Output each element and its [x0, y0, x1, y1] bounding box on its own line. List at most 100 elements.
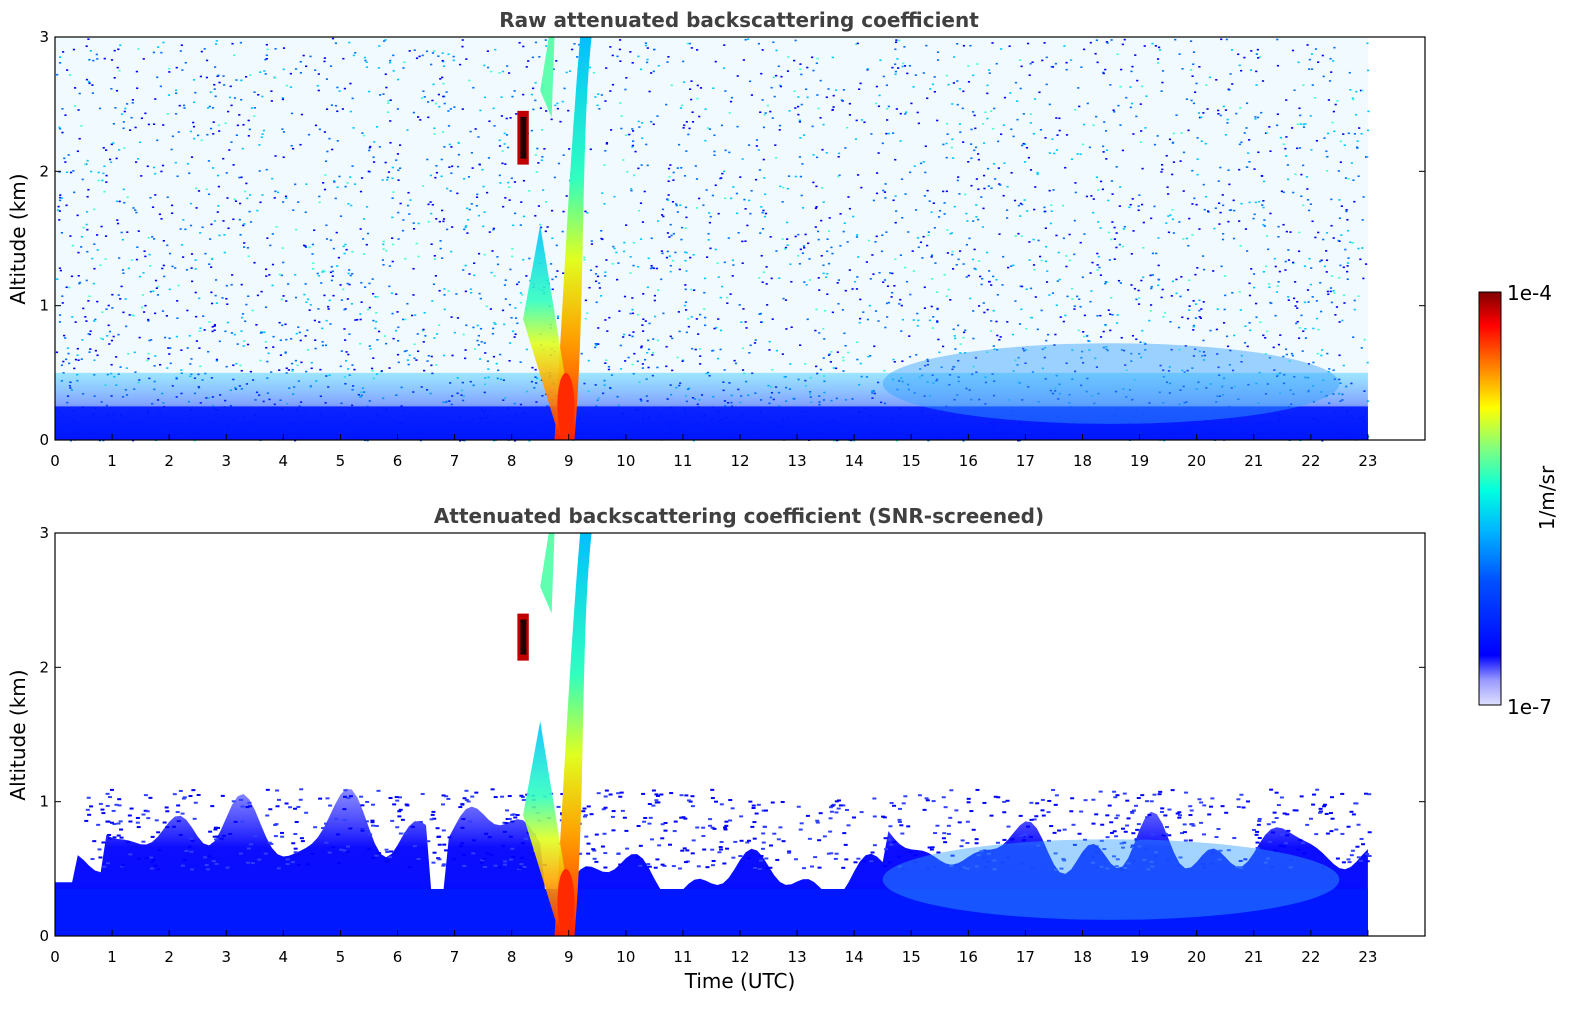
raw-noise-dot	[946, 229, 949, 231]
raw-noise-dot	[73, 87, 77, 89]
raw-noise-dot	[1083, 314, 1086, 317]
screened-cloud-fleck	[111, 809, 116, 812]
raw-noise-dot	[1130, 284, 1133, 286]
raw-noise-dot	[1033, 268, 1036, 271]
raw-noise-dot	[930, 254, 934, 257]
raw-noise-dot	[922, 161, 925, 163]
raw-noise-dot	[198, 330, 201, 332]
screened-cloud-fleck	[180, 812, 185, 815]
raw-noise-dot	[443, 146, 446, 148]
raw-noise-dot	[1045, 339, 1048, 342]
screened-cloud-fleck	[181, 797, 186, 800]
raw-plume-core	[557, 372, 575, 440]
raw-noise-dot	[749, 212, 752, 215]
raw-noise-dot	[998, 233, 1001, 235]
raw-noise-dot	[812, 154, 815, 156]
raw-noise-dot	[1276, 285, 1279, 287]
raw-noise-dot	[699, 355, 702, 357]
screened-cloud-fleck	[1302, 852, 1307, 855]
raw-noise-dot	[426, 101, 430, 103]
screened-cloud-fleck	[739, 839, 744, 842]
screened-cloud-fleck	[1190, 823, 1195, 826]
raw-noise-dot	[905, 111, 908, 114]
raw-noise-dot	[860, 186, 863, 189]
raw-x-tick-label: 13	[788, 452, 807, 470]
raw-noise-dot	[247, 135, 250, 137]
raw-noise-dot	[1018, 59, 1022, 61]
raw-noise-dot	[208, 105, 211, 108]
raw-noise-dot	[1276, 113, 1279, 116]
raw-noise-dot	[74, 358, 78, 361]
raw-noise-dot	[1237, 53, 1240, 56]
screened-cloud-fleck	[710, 788, 715, 791]
raw-noise-dot	[764, 212, 768, 215]
raw-noise-dot	[696, 84, 699, 87]
raw-noise-dot	[175, 66, 178, 69]
raw-noise-dot	[154, 194, 157, 196]
screened-cloud-fleck	[925, 799, 930, 802]
raw-noise-dot	[1030, 316, 1034, 319]
raw-noise-dot	[1161, 70, 1165, 72]
raw-noise-dot	[790, 280, 793, 283]
raw-noise-dot	[637, 167, 640, 170]
raw-noise-dot	[713, 327, 716, 330]
raw-noise-dot	[684, 227, 687, 229]
raw-noise-dot	[775, 349, 779, 352]
raw-noise-dot	[936, 320, 939, 322]
raw-noise-dot	[1317, 231, 1320, 234]
raw-noise-dot	[1249, 329, 1252, 332]
raw-noise-dot	[971, 258, 975, 261]
screened-cloud-fleck	[691, 839, 696, 842]
raw-noise-dot	[1330, 224, 1333, 227]
raw-noise-dot	[513, 439, 517, 442]
screened-cloud-fleck	[1175, 812, 1180, 815]
raw-noise-dot	[619, 60, 622, 63]
screened-cloud-fleck	[482, 857, 487, 860]
raw-noise-dot	[672, 232, 675, 235]
raw-noise-dot	[1113, 110, 1116, 113]
raw-noise-dot	[1246, 345, 1249, 348]
raw-noise-dot	[1149, 310, 1152, 312]
raw-noise-dot	[798, 119, 801, 122]
raw-noise-dot	[215, 302, 218, 304]
raw-noise-dot	[1022, 142, 1025, 145]
raw-noise-dot	[1006, 321, 1009, 323]
raw-noise-dot	[1005, 209, 1009, 211]
raw-noise-dot	[431, 300, 434, 302]
raw-noise-dot	[422, 341, 425, 343]
raw-noise-dot	[383, 335, 387, 337]
raw-noise-dot	[995, 320, 998, 323]
raw-noise-dot	[665, 345, 668, 348]
screened-cloud-fleck	[663, 829, 668, 832]
raw-noise-dot	[1122, 349, 1126, 352]
raw-noise-dot	[667, 55, 670, 58]
raw-noise-dot	[1332, 60, 1335, 62]
raw-noise-dot	[420, 97, 424, 99]
raw-noise-dot	[1111, 313, 1114, 316]
raw-noise-dot	[130, 259, 133, 262]
raw-noise-dot	[1116, 314, 1119, 316]
raw-noise-dot	[1255, 302, 1258, 305]
screened-cloud-fleck	[679, 816, 684, 819]
raw-noise-dot	[434, 176, 437, 179]
raw-noise-dot	[1338, 321, 1341, 323]
raw-noise-dot	[1355, 146, 1359, 149]
raw-noise-dot	[1119, 282, 1122, 284]
raw-noise-dot	[1338, 217, 1342, 220]
raw-noise-dot	[134, 209, 137, 211]
raw-noise-dot	[1115, 322, 1119, 324]
raw-noise-dot	[1319, 281, 1322, 284]
raw-noise-dot	[1217, 109, 1220, 112]
raw-noise-dot	[1115, 246, 1118, 249]
raw-noise-dot	[1201, 355, 1204, 357]
raw-noise-dot	[321, 327, 324, 330]
raw-noise-dot	[946, 133, 949, 135]
raw-noise-dot	[180, 349, 183, 351]
raw-noise-dot	[65, 171, 69, 174]
raw-noise-dot	[1202, 268, 1206, 271]
screened-cloud-fleck	[1207, 813, 1212, 816]
screened-cloud-fleck	[586, 852, 591, 855]
raw-noise-dot	[922, 235, 925, 238]
raw-noise-dot	[349, 274, 352, 277]
raw-noise-dot	[1337, 170, 1340, 172]
